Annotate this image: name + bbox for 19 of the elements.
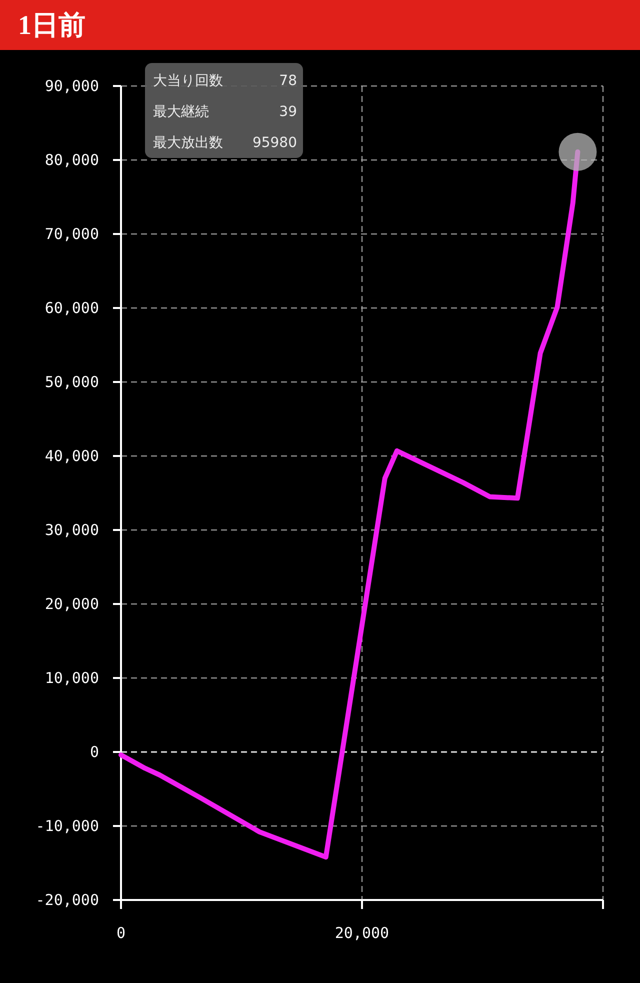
y-tick-label: 40,000 — [44, 447, 99, 465]
annotation: 95980 — [252, 135, 297, 151]
y-tick-label: -20,000 — [36, 891, 99, 909]
annotation: 最大継続 — [153, 104, 209, 120]
y-tick-label: 0 — [90, 743, 99, 761]
y-tick-label: 10,000 — [44, 669, 99, 687]
y-tick-label: 30,000 — [44, 521, 99, 539]
annotation: 最大放出数 — [153, 135, 223, 151]
annotation: 78 — [279, 73, 297, 89]
annotation: 大当り回数 — [153, 73, 223, 89]
y-tick-label: 50,000 — [44, 373, 99, 391]
y-tick-label: 80,000 — [44, 151, 99, 169]
chart-title: 1日前 — [18, 10, 86, 40]
annotation: 39 — [279, 104, 297, 120]
y-tick-label: 90,000 — [44, 77, 99, 95]
y-tick-label: 60,000 — [44, 299, 99, 317]
y-tick-label: -10,000 — [36, 817, 99, 835]
y-tick-label: 20,000 — [44, 595, 99, 613]
y-tick-label: 70,000 — [44, 225, 99, 243]
